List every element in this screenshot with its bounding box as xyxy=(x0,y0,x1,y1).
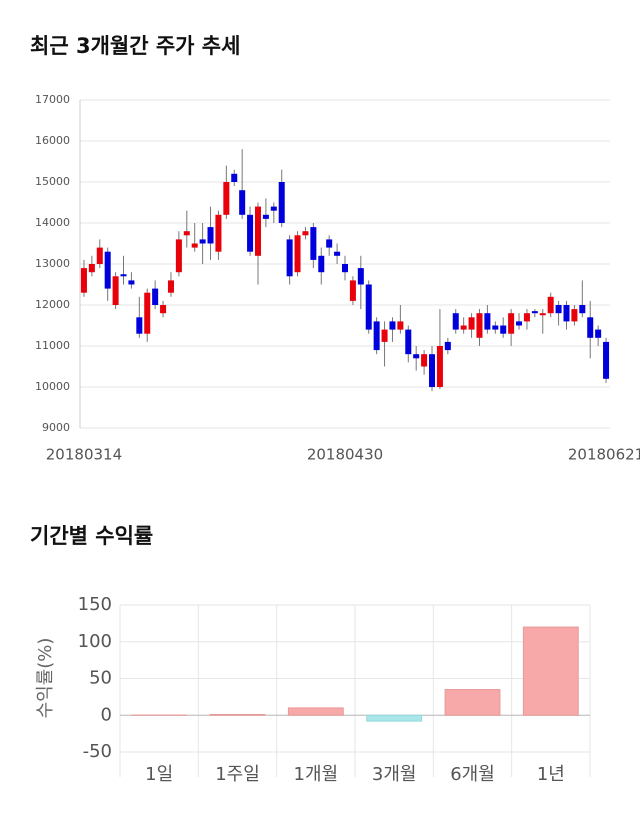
candle-body xyxy=(389,321,395,329)
candle-body xyxy=(295,235,301,272)
candle-body xyxy=(500,326,506,334)
candle-body xyxy=(287,239,293,276)
candle-body xyxy=(223,182,229,215)
candle-body xyxy=(121,274,127,276)
x-tick-label: 1년 xyxy=(537,764,565,785)
chart-title: 최근 3개월간 주가 추세 xyxy=(30,34,240,58)
candle-body xyxy=(105,252,111,289)
y-tick-label: 14000 xyxy=(35,216,70,229)
candle-body xyxy=(200,239,206,243)
bar xyxy=(210,715,265,716)
candle-body xyxy=(81,268,87,293)
y-tick-label: 150 xyxy=(78,594,112,615)
candle-body xyxy=(318,256,324,272)
candle-body xyxy=(508,313,514,334)
candle-body xyxy=(192,244,198,248)
candle-body xyxy=(413,354,419,358)
candle-body xyxy=(469,317,475,329)
candle-body xyxy=(326,239,332,247)
bar xyxy=(367,715,422,721)
candle-body xyxy=(279,182,285,223)
x-tick-label: 1일 xyxy=(145,764,173,785)
y-tick-label: 100 xyxy=(78,631,112,652)
candle-body xyxy=(397,321,403,329)
candle-body xyxy=(334,252,340,256)
y-tick-label: 50 xyxy=(89,668,112,689)
bar xyxy=(288,708,343,715)
y-axis-label: 수익률(%) xyxy=(35,638,56,719)
candle-body xyxy=(453,313,459,329)
candle-body xyxy=(532,311,538,313)
y-tick-label: 11000 xyxy=(35,339,70,352)
x-tick-label: 1개월 xyxy=(294,764,339,785)
candle-body xyxy=(136,317,142,333)
candle-body xyxy=(342,264,348,272)
x-tick-label: 20180621 xyxy=(568,446,640,464)
candle-body xyxy=(374,321,380,350)
y-tick-label: 17000 xyxy=(35,93,70,106)
candle-body xyxy=(476,313,482,338)
candle-body xyxy=(271,207,277,211)
candle-body xyxy=(524,313,530,321)
candle-body xyxy=(548,297,554,313)
candle-body xyxy=(492,326,498,330)
candle-body xyxy=(556,305,562,313)
x-tick-label: 3개월 xyxy=(372,764,417,785)
candle-body xyxy=(208,227,214,243)
bar xyxy=(445,690,500,716)
candle-body xyxy=(113,276,119,305)
candle-body xyxy=(579,305,585,313)
y-tick-label: 16000 xyxy=(35,134,70,147)
candle-body xyxy=(310,227,316,260)
candle-body xyxy=(89,264,95,272)
y-tick-label: -50 xyxy=(83,741,112,762)
candle-body xyxy=(587,317,593,338)
candle-body xyxy=(215,215,221,252)
y-tick-label: 13000 xyxy=(35,257,70,270)
candle-body xyxy=(563,305,569,321)
candle-body xyxy=(405,330,411,355)
candle-body xyxy=(97,248,103,264)
candle-body xyxy=(128,280,134,284)
candle-body xyxy=(263,215,269,219)
candle-body xyxy=(144,293,150,334)
candle-body xyxy=(382,330,388,342)
candle-body xyxy=(437,346,443,387)
candle-body xyxy=(421,354,427,366)
y-tick-label: 15000 xyxy=(35,175,70,188)
candle-body xyxy=(176,239,182,272)
y-tick-label: 12000 xyxy=(35,298,70,311)
candle-body xyxy=(358,268,364,284)
candle-body xyxy=(603,342,609,379)
x-tick-label: 20180430 xyxy=(307,446,383,464)
candle-body xyxy=(350,280,356,301)
x-tick-label: 6개월 xyxy=(450,764,495,785)
candle-body xyxy=(461,326,467,330)
y-tick-label: 9000 xyxy=(42,421,70,434)
candle-body xyxy=(231,174,237,182)
bar xyxy=(523,627,578,715)
candle-body xyxy=(239,190,245,215)
candle-body xyxy=(168,280,174,292)
candle-body xyxy=(366,285,372,330)
candle-body xyxy=(516,321,522,325)
candle-body xyxy=(429,354,435,387)
chart-title: 기간별 수익률 xyxy=(30,524,153,548)
candle-body xyxy=(484,313,490,329)
candle-body xyxy=(184,231,190,235)
candle-body xyxy=(247,215,253,252)
candle-body xyxy=(571,309,577,321)
candle-body xyxy=(255,207,261,256)
candle-body xyxy=(595,330,601,338)
candle-body xyxy=(160,305,166,313)
y-tick-label: 0 xyxy=(101,704,112,725)
x-tick-label: 1주일 xyxy=(215,764,260,785)
candle-body xyxy=(540,313,546,315)
x-tick-label: 20180314 xyxy=(46,446,122,464)
candle-body xyxy=(302,231,308,235)
candle-body xyxy=(445,342,451,350)
y-tick-label: 10000 xyxy=(35,380,70,393)
candle-body xyxy=(152,289,158,305)
